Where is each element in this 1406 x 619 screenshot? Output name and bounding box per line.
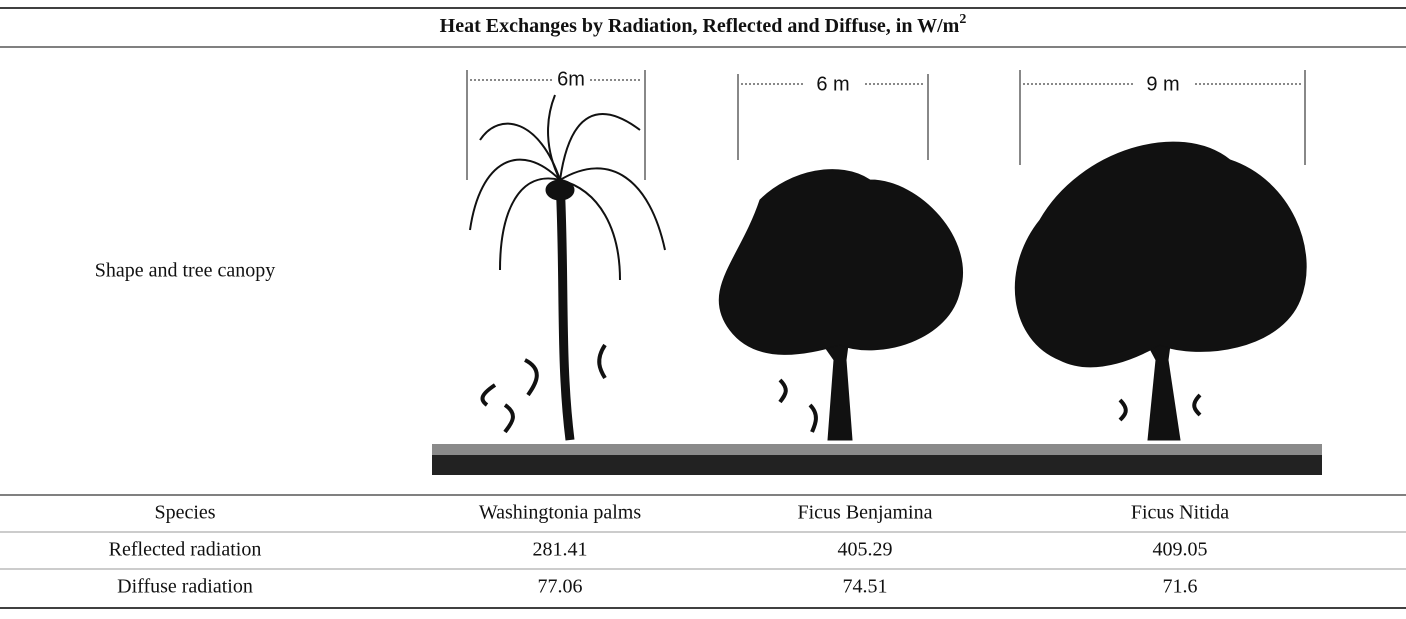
- data-table: Species Washingtonia palms Ficus Benjamina…: [109, 502, 1230, 598]
- width-label: 6m: [557, 68, 585, 90]
- data-cell: 405.29: [838, 539, 893, 561]
- row-label: Shape and tree canopy: [95, 260, 275, 282]
- width-label: 6 m: [816, 73, 849, 95]
- row-label: Reflected radiation: [109, 539, 262, 561]
- tree-figure: [432, 70, 1322, 475]
- data-cell: 409.05: [1153, 539, 1208, 561]
- header-cell: Species: [154, 502, 215, 524]
- data-cell: 77.06: [538, 576, 583, 598]
- table-title: Heat Exchanges by Radiation, Reflected a…: [440, 12, 967, 36]
- header-cell: Washingtonia palms: [479, 502, 641, 524]
- data-cell: 281.41: [533, 539, 588, 561]
- row-label: Diffuse radiation: [117, 576, 253, 598]
- data-cell: 71.6: [1163, 576, 1198, 598]
- data-cell: 74.51: [843, 576, 888, 598]
- title-text: Heat Exchanges by Radiation, Reflected a…: [440, 15, 960, 37]
- header-cell: Ficus Nitida: [1131, 502, 1229, 524]
- title-superscript: 2: [959, 12, 966, 27]
- header-cell: Ficus Benjamina: [798, 502, 933, 524]
- width-label: 9 m: [1146, 73, 1179, 95]
